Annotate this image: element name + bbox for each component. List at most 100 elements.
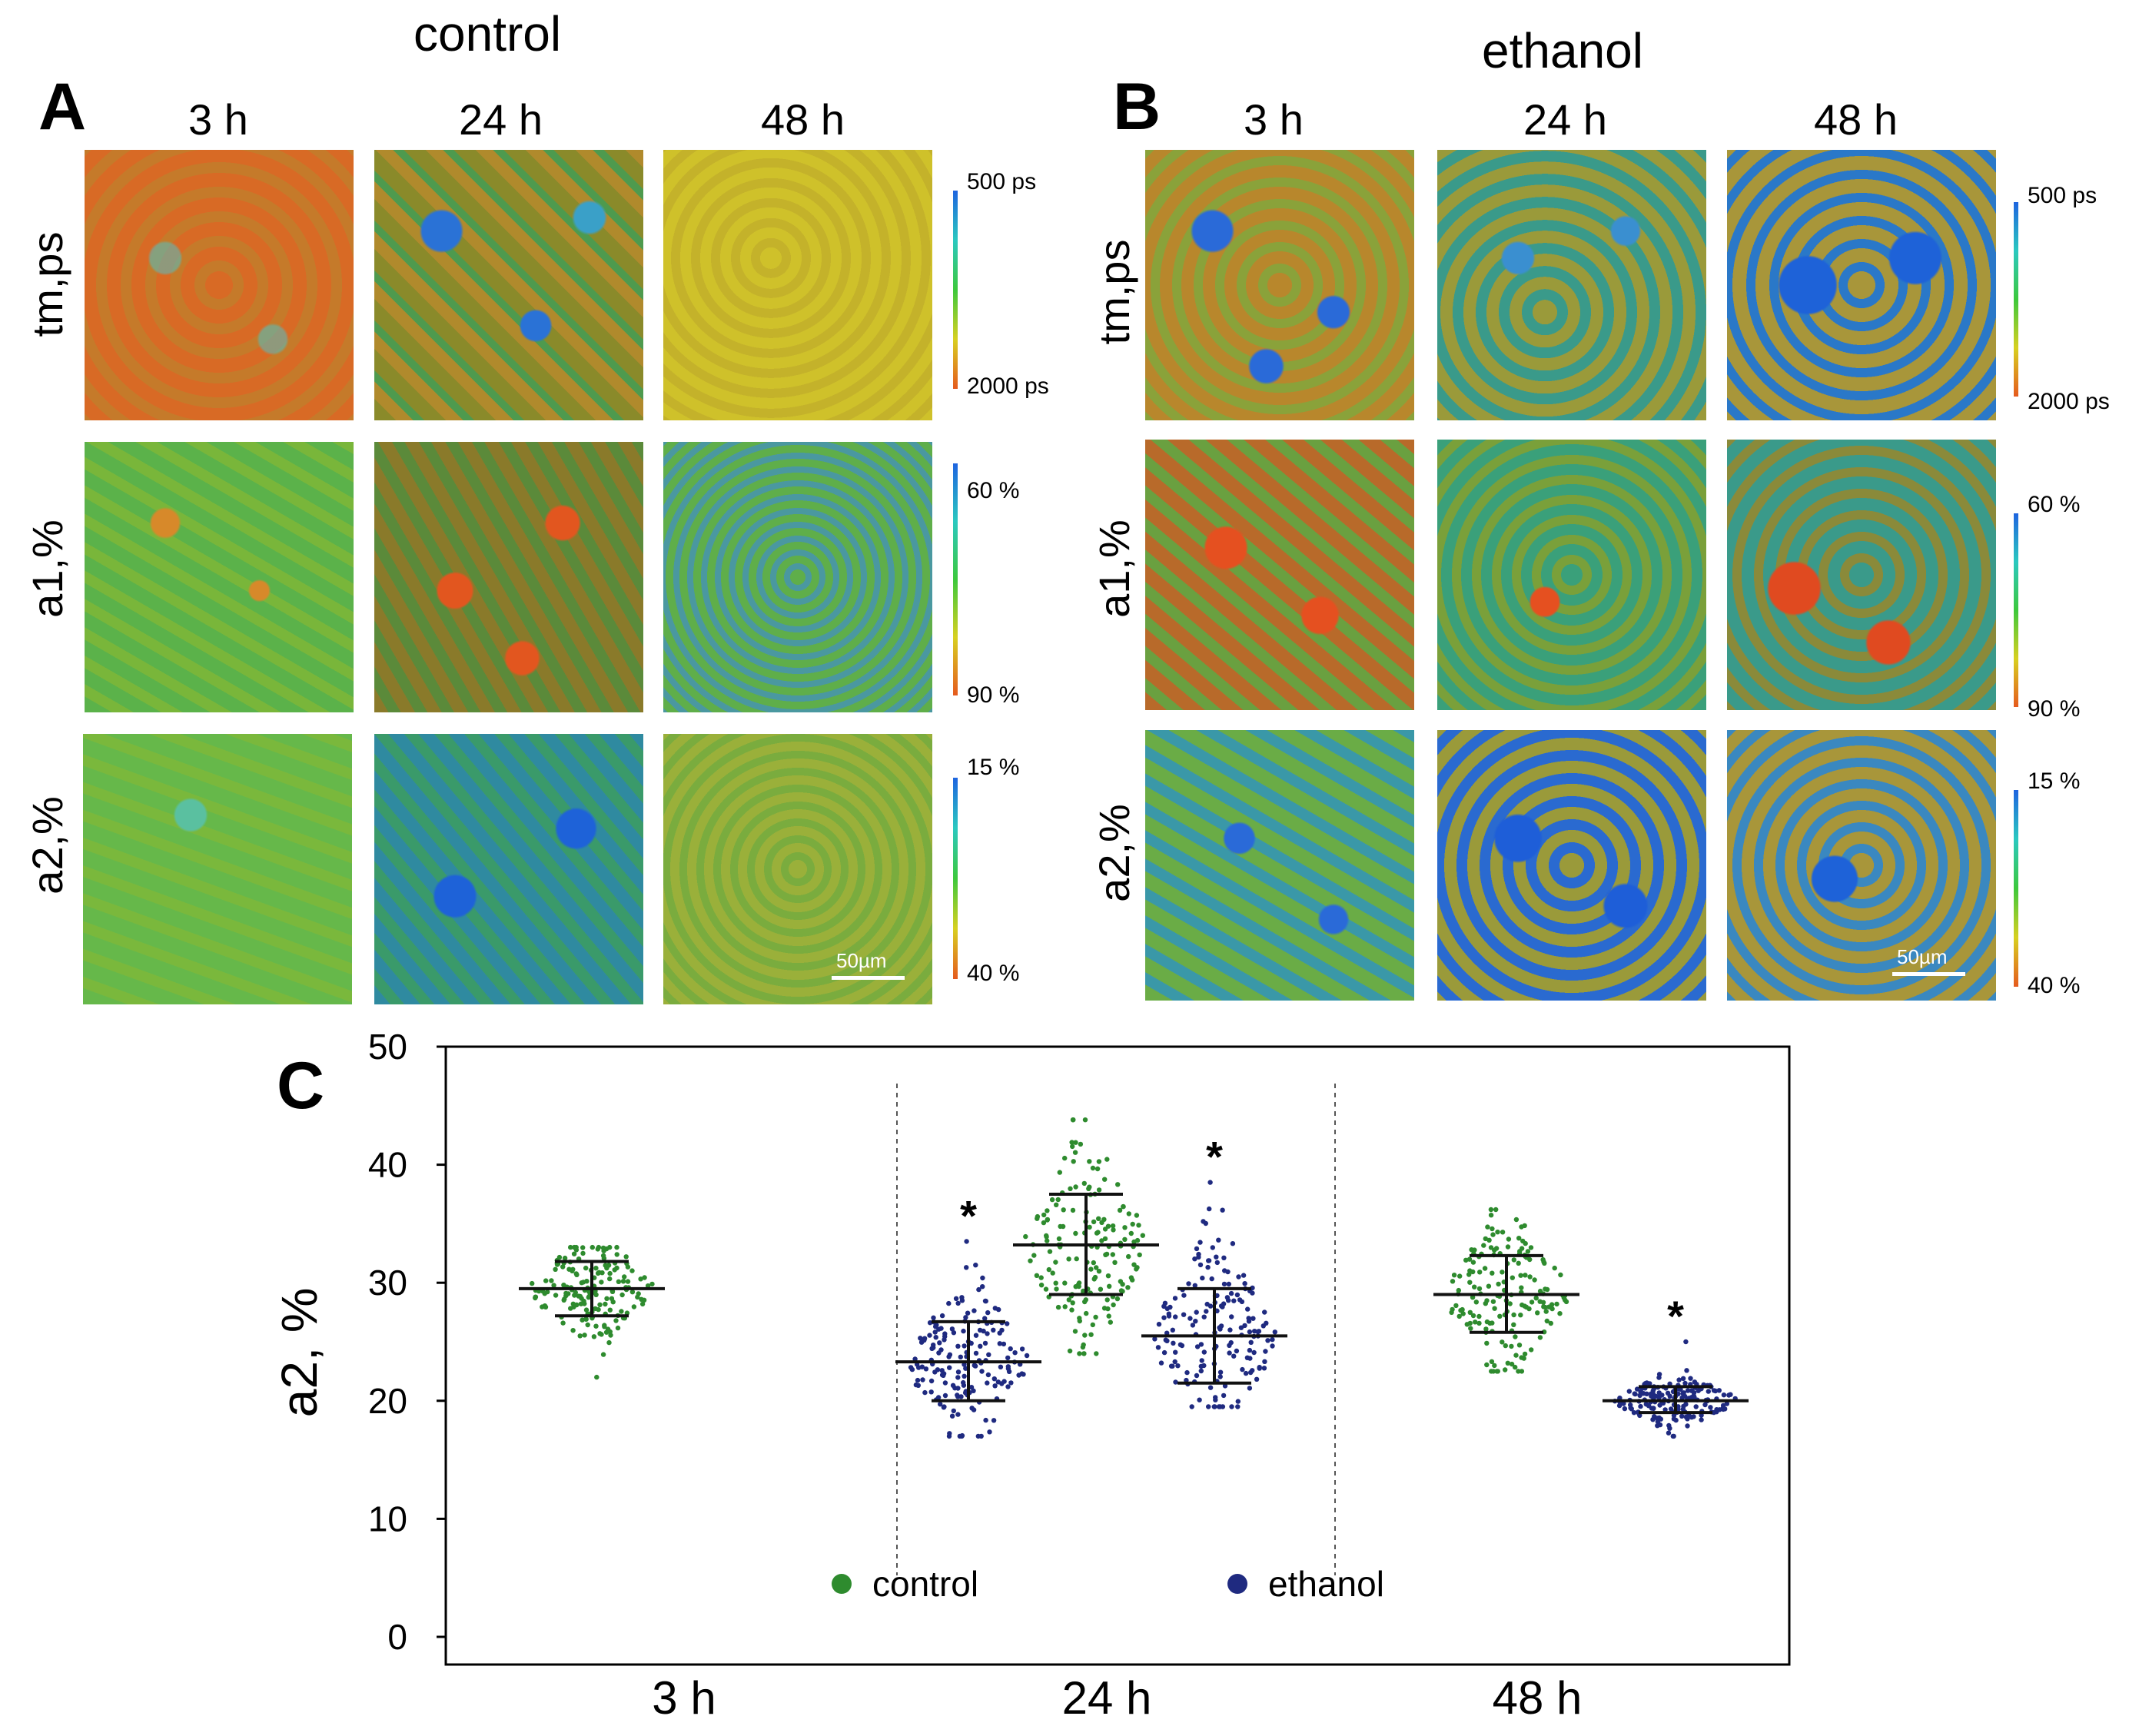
data-point xyxy=(968,1340,974,1346)
data-point xyxy=(1490,1320,1495,1326)
legend-control-label: control xyxy=(872,1564,978,1604)
data-point xyxy=(1164,1306,1171,1312)
data-point xyxy=(1716,1388,1722,1393)
data-point xyxy=(947,1365,952,1370)
data-point xyxy=(1053,1280,1058,1286)
data-point xyxy=(955,1386,961,1391)
data-point xyxy=(570,1266,576,1272)
data-point xyxy=(597,1302,603,1307)
data-point xyxy=(566,1266,572,1272)
data-point xyxy=(933,1335,938,1340)
data-point xyxy=(1112,1260,1118,1265)
y-axis-label: a2, % xyxy=(271,1288,327,1418)
data-point xyxy=(1449,1309,1454,1315)
data-point xyxy=(971,1407,977,1412)
data-point xyxy=(1173,1379,1178,1385)
data-point xyxy=(1054,1202,1059,1207)
data-point xyxy=(1206,1404,1211,1409)
data-point xyxy=(649,1281,655,1287)
data-point xyxy=(1679,1395,1685,1401)
data-point xyxy=(1263,1349,1268,1354)
data-point xyxy=(986,1352,991,1357)
ytick-label-40: 40 xyxy=(368,1145,407,1185)
data-point xyxy=(1240,1366,1245,1373)
data-point xyxy=(1467,1280,1473,1285)
data-point xyxy=(973,1263,978,1268)
data-point xyxy=(1490,1270,1495,1276)
data-point xyxy=(977,1327,983,1333)
scale-bar-b xyxy=(1892,972,1965,976)
data-point xyxy=(1046,1266,1051,1273)
data-point xyxy=(1680,1376,1686,1381)
data-point xyxy=(624,1310,630,1316)
data-point xyxy=(1086,1186,1091,1191)
data-point xyxy=(1220,1207,1225,1213)
data-point xyxy=(1214,1254,1219,1260)
data-point xyxy=(985,1380,990,1386)
micrograph-ethanol-a1-48h xyxy=(1727,440,1996,710)
data-point xyxy=(1057,1170,1063,1175)
data-point xyxy=(1173,1349,1178,1355)
data-point xyxy=(1638,1403,1643,1409)
colorbar-a-a2 xyxy=(953,778,958,979)
data-point xyxy=(1234,1348,1240,1354)
data-point xyxy=(545,1289,550,1295)
data-point xyxy=(1516,1369,1521,1374)
data-point xyxy=(1543,1286,1548,1292)
data-point xyxy=(1090,1322,1096,1328)
data-point xyxy=(1198,1342,1204,1347)
data-point xyxy=(1096,1269,1102,1274)
data-point xyxy=(1084,1310,1089,1316)
data-point xyxy=(942,1333,948,1339)
data-point xyxy=(551,1283,556,1288)
data-point xyxy=(1050,1270,1055,1276)
data-point xyxy=(1041,1220,1047,1226)
data-point xyxy=(1495,1230,1500,1235)
data-point xyxy=(1490,1369,1496,1374)
data-point xyxy=(1616,1402,1623,1409)
data-point xyxy=(1073,1140,1078,1145)
data-point xyxy=(1228,1290,1234,1296)
panel-b-row-a1: a1,% xyxy=(1090,519,1138,618)
data-point xyxy=(978,1343,983,1349)
data-point xyxy=(1237,1297,1243,1303)
colorbar-a-tm-top: 500 ps xyxy=(967,169,1037,194)
data-point xyxy=(1216,1404,1222,1409)
data-point xyxy=(1626,1389,1632,1394)
data-point xyxy=(1005,1384,1011,1389)
data-point xyxy=(1081,1351,1087,1356)
data-point xyxy=(599,1280,604,1285)
data-point xyxy=(1044,1234,1049,1240)
data-point xyxy=(1529,1300,1535,1305)
data-point xyxy=(1692,1379,1698,1385)
data-point xyxy=(639,1301,646,1307)
data-point xyxy=(1651,1406,1656,1411)
data-point xyxy=(1666,1430,1672,1436)
data-point xyxy=(962,1390,968,1396)
data-point xyxy=(1171,1340,1176,1346)
data-point xyxy=(1518,1273,1523,1278)
micrograph-control-tm-24h xyxy=(374,150,643,420)
data-point xyxy=(922,1337,927,1343)
data-point xyxy=(583,1316,589,1322)
data-point xyxy=(1544,1318,1550,1324)
data-point xyxy=(1134,1266,1139,1272)
data-point xyxy=(1005,1321,1010,1326)
points-control-0 xyxy=(530,1244,655,1380)
legend-ethanol-marker xyxy=(1227,1574,1247,1594)
data-point xyxy=(1676,1377,1682,1382)
data-point xyxy=(942,1392,948,1399)
data-point xyxy=(619,1309,624,1314)
data-point xyxy=(1245,1306,1251,1312)
data-point xyxy=(1235,1404,1241,1409)
data-point xyxy=(1523,1273,1528,1278)
data-point xyxy=(920,1377,925,1382)
data-point xyxy=(631,1304,637,1309)
data-point xyxy=(946,1354,952,1359)
data-point xyxy=(1204,1309,1209,1314)
data-point xyxy=(645,1283,651,1289)
data-point xyxy=(1194,1373,1200,1379)
data-point xyxy=(958,1354,963,1359)
data-point xyxy=(938,1326,944,1331)
data-point xyxy=(1170,1363,1175,1369)
